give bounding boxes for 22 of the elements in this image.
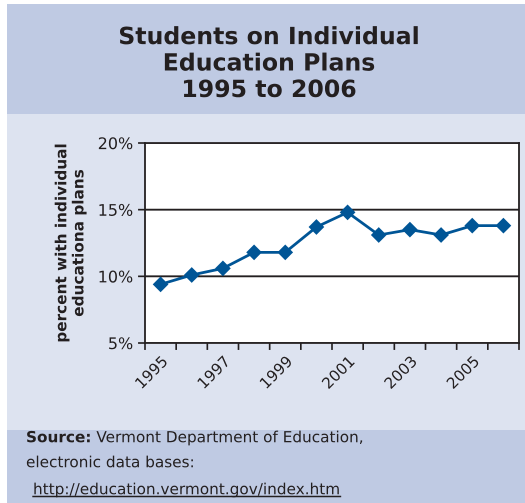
text: electronic data bases: [26,456,193,468]
text: http://education.vermont.gov/index.htm [34,482,339,498]
y-tick-label: 5% [109,337,132,350]
y-axis-title: percent with individual educationa plans [54,144,87,342]
chart-title: Students on Individual Education Plans 1995 to 2006 [120,26,418,98]
y-tick-label: 20% [98,137,132,150]
text: Vermont Department of Education, [96,430,362,446]
point [371,227,386,243]
y-tick-label: 15% [99,204,132,216]
point [464,218,480,234]
point [340,204,356,220]
point [246,244,262,260]
point [153,276,168,292]
point [184,267,200,283]
point [402,222,418,238]
point [215,260,230,276]
point [308,219,324,235]
point [434,227,449,243]
point [496,218,511,234]
y-tick-label: 10% [99,270,132,283]
point [278,244,293,260]
source-note: Source: [27,430,90,442]
